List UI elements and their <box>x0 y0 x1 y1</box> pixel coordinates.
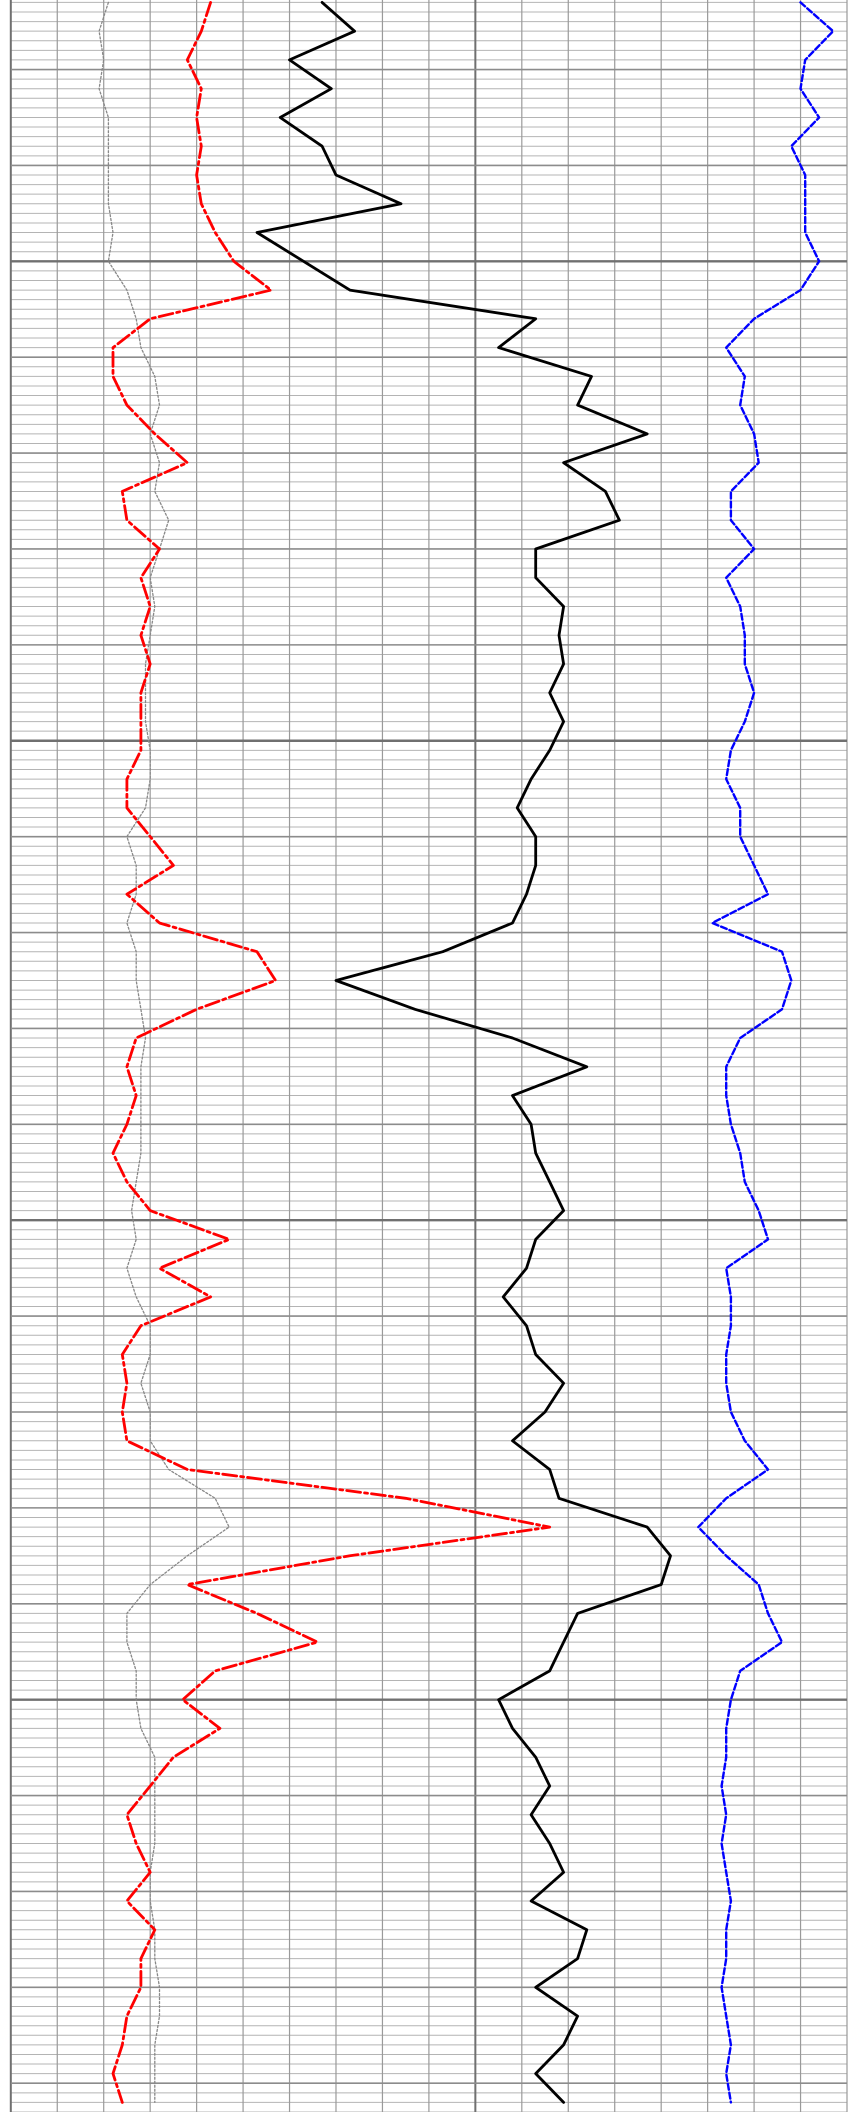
log-curve <box>98 1 230 2104</box>
log-curve <box>255 1 672 2104</box>
log-curve <box>697 1 835 2104</box>
log-curve <box>111 1 552 2104</box>
